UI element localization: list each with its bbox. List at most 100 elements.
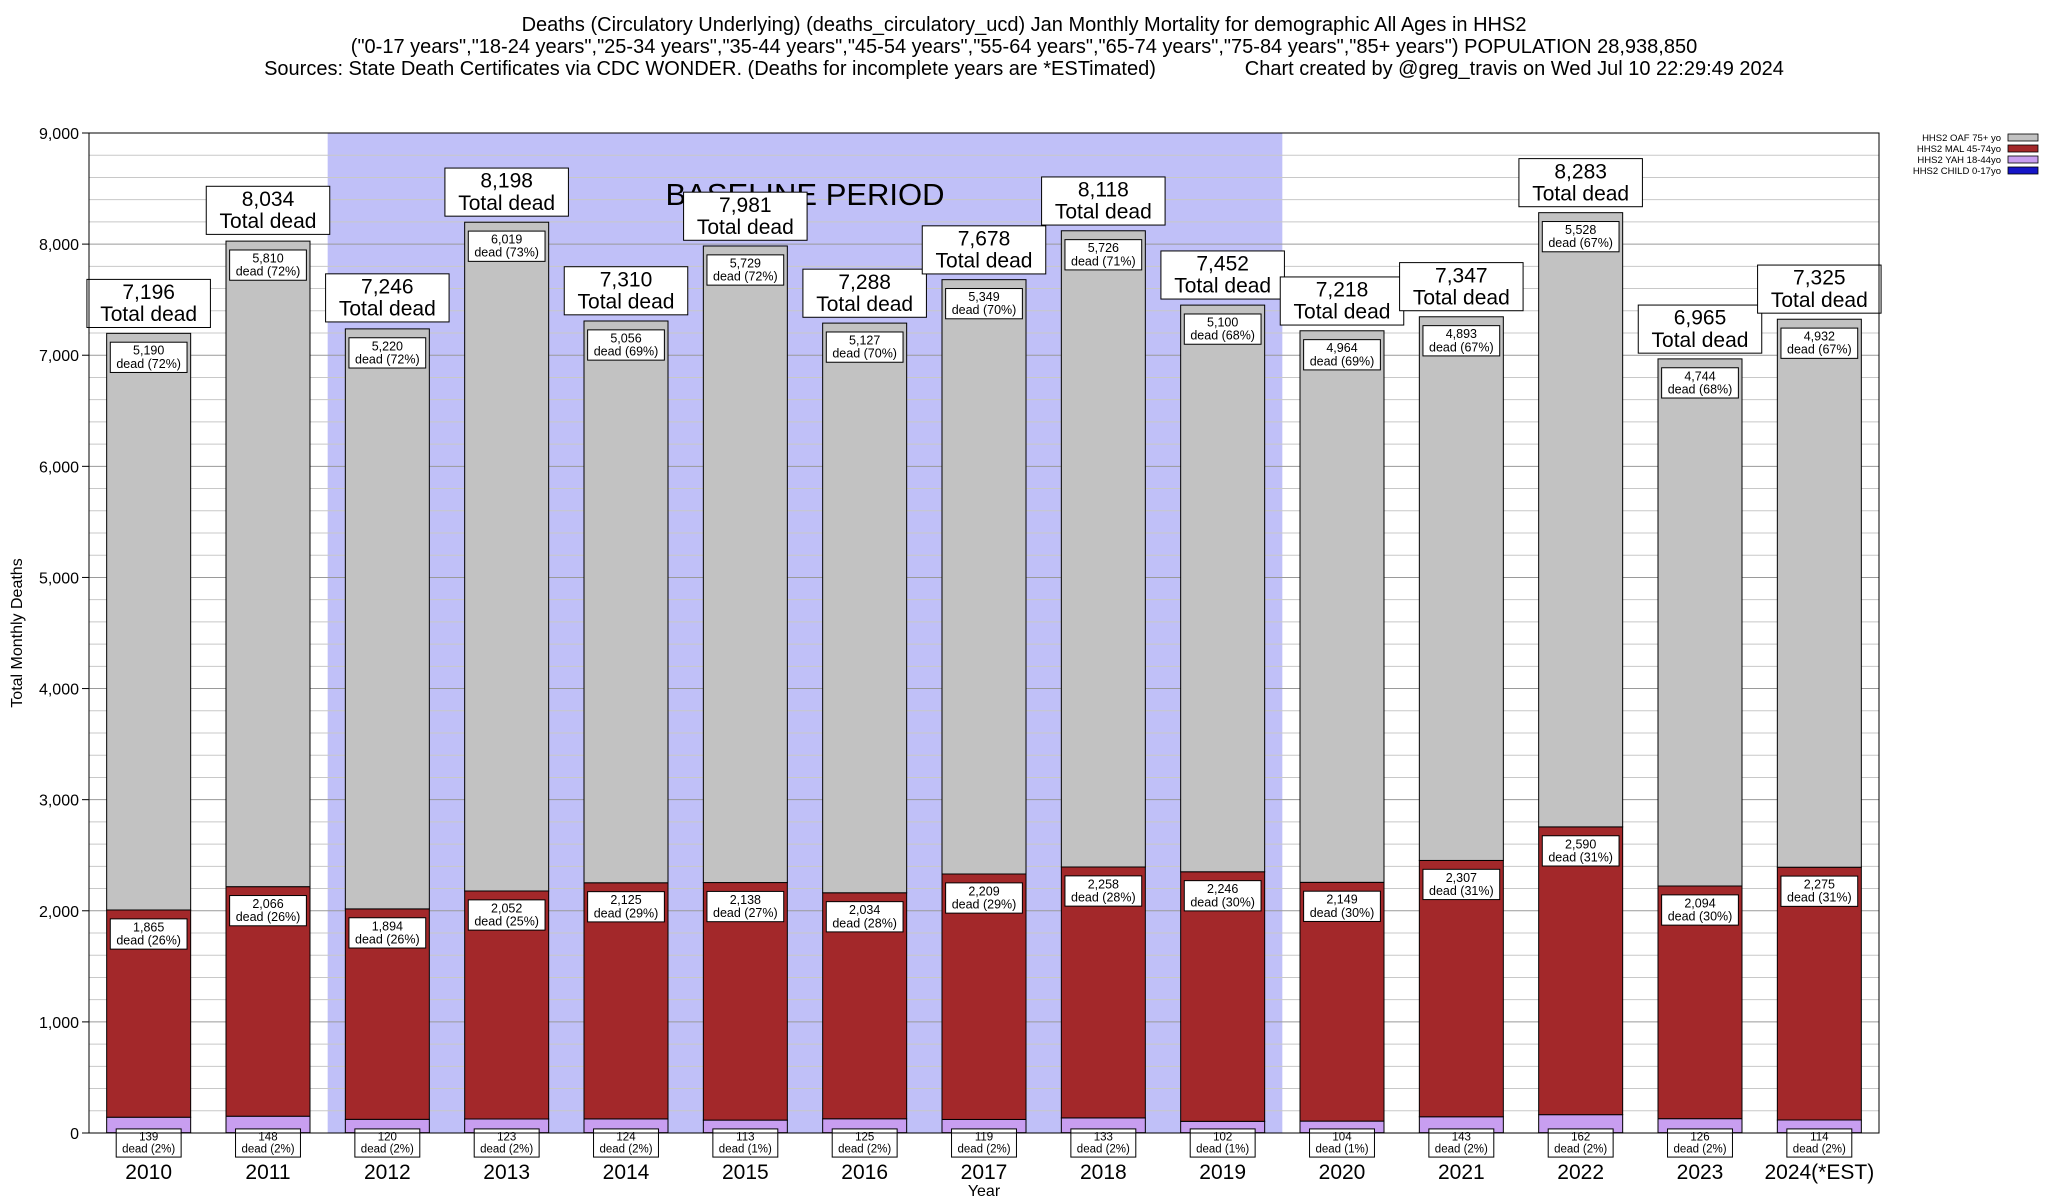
data-label-box [467, 899, 546, 931]
total-label: Total dead [578, 290, 675, 313]
data-label: 4,964 [1326, 341, 1357, 355]
data-label: dead (25%) [474, 915, 539, 929]
data-label: 2,052 [491, 901, 522, 915]
total-label-box [1637, 304, 1763, 354]
data-label: 113 [736, 1132, 754, 1144]
legend-swatch [2007, 133, 2039, 142]
data-label: dead (2%) [122, 1144, 175, 1156]
data-label: dead (28%) [832, 916, 897, 930]
total-label: 7,288 [838, 271, 891, 294]
data-label: 2,034 [849, 903, 880, 917]
total-label-box [444, 167, 569, 217]
data-label: dead (2%) [957, 1144, 1010, 1156]
data-label-box [1189, 1128, 1256, 1158]
total-label-box [325, 273, 450, 323]
data-label: 5,190 [133, 344, 164, 358]
total-label: 8,034 [242, 188, 295, 211]
total-label: 7,310 [600, 268, 653, 291]
data-label: 125 [855, 1132, 874, 1144]
data-label-box [1661, 894, 1739, 926]
data-label: 5,810 [252, 251, 283, 265]
data-label: dead (2%) [599, 1144, 652, 1156]
x-tick-label: 2023 [1677, 1161, 1724, 1184]
data-label: 143 [1452, 1132, 1471, 1144]
data-label-box [1661, 367, 1739, 399]
data-label: dead (71%) [1071, 254, 1136, 268]
data-label-box [229, 249, 307, 281]
data-label-box [825, 331, 904, 363]
total-label: Total dead [100, 303, 197, 326]
legend-label: HHS2 OAF 75+ yo [1922, 133, 2001, 144]
data-label-box [1667, 1128, 1733, 1158]
data-label: 2,307 [1446, 871, 1477, 885]
x-tick-label: 2022 [1557, 1161, 1604, 1184]
chart-sources: Sources: State Death Certificates via CD… [264, 58, 1784, 80]
x-tick-label: 2012 [364, 1161, 411, 1184]
legend-swatch [2007, 144, 2039, 153]
total-label: Total dead [339, 298, 436, 321]
data-label-box [1064, 239, 1143, 271]
total-label: 8,198 [480, 170, 533, 193]
plot-frame [88, 132, 1880, 1134]
bar-segment-hhs2-oaf-75+-yo [344, 328, 430, 910]
data-label: 2,209 [968, 884, 999, 898]
data-label-box [1422, 868, 1501, 901]
data-label-box [473, 1128, 540, 1158]
x-tick-label: 2021 [1438, 1161, 1485, 1184]
total-label-box [1757, 264, 1882, 314]
total-label: 7,246 [361, 275, 414, 298]
total-label: Total dead [1771, 289, 1868, 312]
data-label: 2,138 [730, 893, 761, 907]
data-label: 2,149 [1326, 893, 1357, 907]
x-tick-label: 2024(*EST) [1764, 1161, 1874, 1184]
data-label: dead (67%) [1548, 236, 1613, 250]
bar-segment-hhs2-mal-45-74yo [1538, 826, 1624, 1116]
total-label: Total dead [1532, 182, 1629, 205]
x-tick-label: 2019 [1199, 1161, 1246, 1184]
data-label-box [1780, 875, 1859, 907]
bar-segment-hhs2-oaf-75+-yo [702, 245, 788, 884]
data-label-box [1428, 1128, 1495, 1158]
data-label: dead (2%) [1793, 1144, 1846, 1156]
x-tick-label: 2017 [961, 1161, 1008, 1184]
data-label: 139 [139, 1132, 158, 1144]
data-label: dead (69%) [1310, 354, 1375, 368]
data-label: dead (26%) [355, 932, 420, 946]
total-label: Total dead [1055, 201, 1152, 224]
y-axis-label: Total Monthly Deaths [9, 558, 26, 707]
bar-segment-hhs2-oaf-75+-yo [583, 320, 669, 884]
total-label: 7,452 [1196, 253, 1249, 276]
data-label: dead (29%) [594, 906, 659, 920]
data-label-box [354, 1128, 421, 1158]
data-label: 4,932 [1804, 330, 1835, 344]
data-label-box [712, 1128, 779, 1158]
total-label: Total dead [697, 216, 794, 239]
data-label: 2,246 [1207, 882, 1238, 896]
total-label-box [1399, 262, 1524, 312]
data-label-box [1303, 339, 1381, 371]
bar-segment-hhs2-oaf-75+-yo [822, 322, 908, 894]
y-tick-label: 5,000 [39, 570, 79, 587]
total-label-box [1518, 158, 1643, 208]
data-label: 102 [1213, 1132, 1232, 1144]
data-label-box [348, 337, 427, 369]
total-label: 7,678 [958, 227, 1011, 250]
data-label-box [1303, 890, 1381, 922]
bar-segment-hhs2-oaf-75+-yo [106, 332, 192, 911]
total-label-box [205, 185, 331, 235]
total-label: Total dead [1294, 301, 1391, 324]
data-label: dead (2%) [241, 1144, 294, 1156]
data-label: dead (31%) [1429, 884, 1494, 898]
x-tick-label: 2010 [125, 1161, 172, 1184]
bar-segment-hhs2-mal-45-74yo [1776, 866, 1862, 1121]
bar-segment-hhs2-oaf-75+-yo [1657, 358, 1743, 887]
x-axis-label: Year [968, 1183, 1001, 1200]
y-tick-label: 8,000 [39, 237, 79, 254]
bar-segment-hhs2-oaf-75+-yo [1776, 318, 1862, 868]
total-label-box [802, 268, 927, 318]
data-label-box [945, 288, 1023, 320]
data-label-box [1422, 325, 1501, 357]
bar-segment-hhs2-oaf-75+-yo [941, 279, 1027, 875]
data-label: 104 [1332, 1132, 1352, 1144]
